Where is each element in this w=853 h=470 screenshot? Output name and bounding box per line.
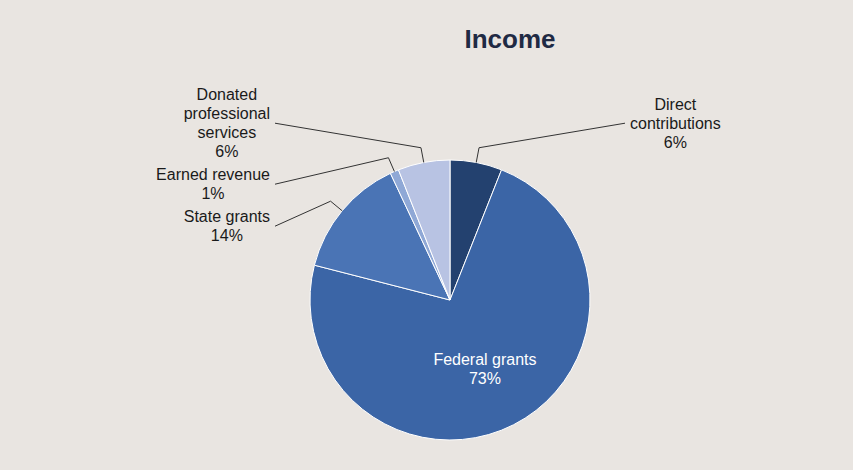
label-line: professional <box>184 105 270 122</box>
label-line: Direct <box>654 96 696 113</box>
label-line: Earned revenue <box>156 166 270 183</box>
slice-label: Donated professional services 6% <box>184 86 270 160</box>
slice-label: Direct contributions 6% <box>630 96 721 151</box>
data-label: 6% <box>664 134 687 151</box>
label-line: contributions <box>630 115 721 132</box>
background <box>0 0 853 470</box>
label-line: services <box>198 124 257 141</box>
leader-line <box>275 201 342 226</box>
category-label: Earned revenue <box>156 166 270 183</box>
leader-line <box>476 123 625 162</box>
leader-line <box>275 158 394 184</box>
title: Income <box>464 24 555 54</box>
category-label: Federal grants <box>433 351 536 368</box>
slice-label: State grants 14% <box>184 208 270 244</box>
data-label: 73% <box>469 370 501 387</box>
label-line: Federal grants <box>433 351 536 368</box>
slice-label: Federal grants 73% <box>433 351 536 387</box>
leader-line <box>275 123 424 162</box>
data-label: 6% <box>215 143 238 160</box>
labels: Direct contributions 6% Federal grants 73% St… <box>156 86 721 386</box>
data-label: 1% <box>201 185 224 202</box>
pie <box>310 160 590 440</box>
category-label: Direct contributions <box>630 96 721 132</box>
slice <box>398 160 450 300</box>
category-label: Donated professional services <box>184 86 270 141</box>
chart: Income Direct contributions 6% Federal grant… <box>0 0 853 470</box>
label-line: State grants <box>184 208 270 225</box>
data-label: 14% <box>211 227 243 244</box>
slice-label: Earned revenue 1% <box>156 166 270 202</box>
label-line: Donated <box>197 86 258 103</box>
category-label: State grants <box>184 208 270 225</box>
